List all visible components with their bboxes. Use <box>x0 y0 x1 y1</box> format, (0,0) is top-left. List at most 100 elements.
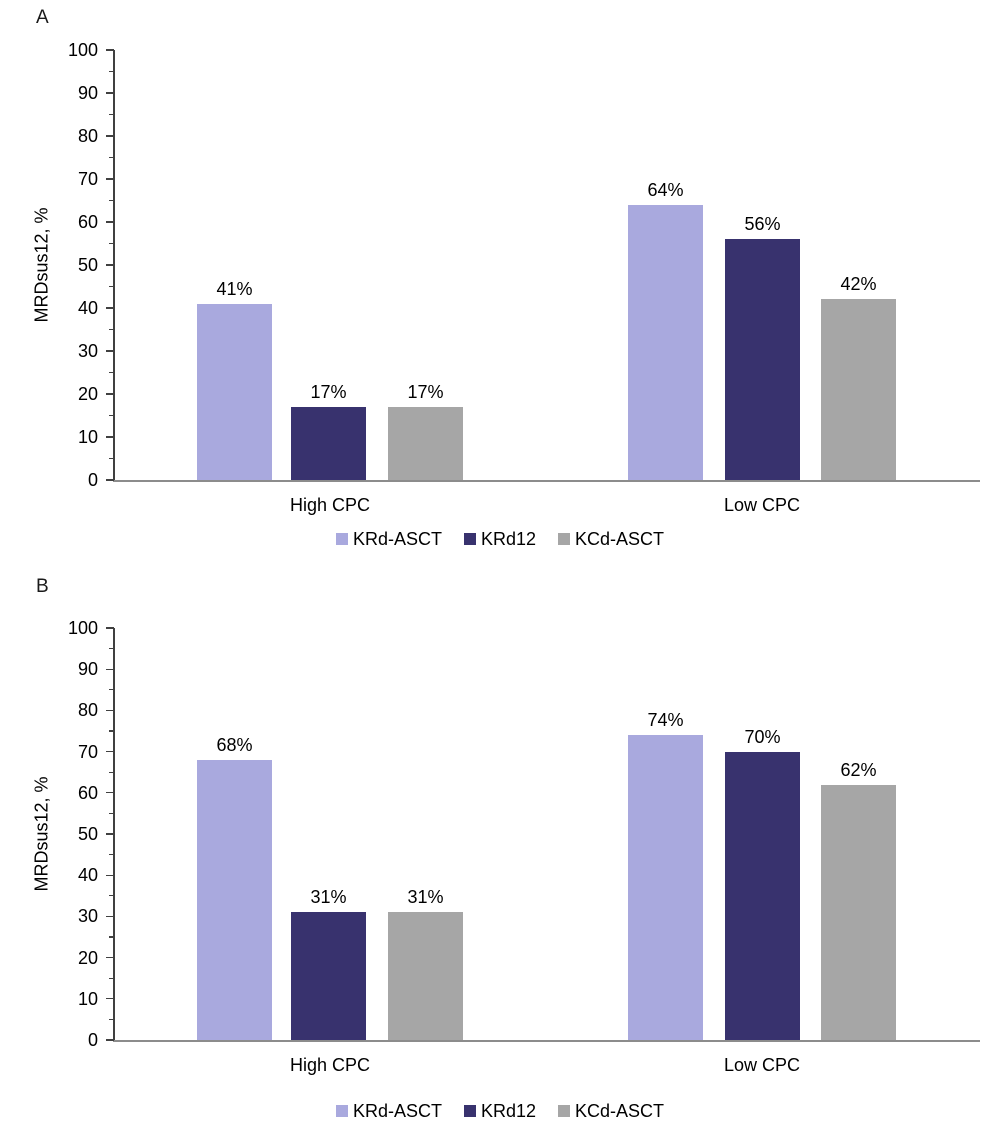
panel-a-y-major-tick <box>105 178 114 180</box>
panel-a-y-tick-label: 70 <box>77 169 98 189</box>
bar-krd-asct-high-cpc-panel-b <box>197 759 272 1040</box>
bar-value-label: 31% <box>407 887 444 908</box>
panel-b-y-minor-tick <box>108 977 114 979</box>
panel-b-y-tick-label: 70 <box>77 741 98 762</box>
legend-swatch-icon <box>335 533 348 545</box>
legend-label: KCd-ASCT <box>575 1101 665 1121</box>
legend-item-krd-asct: KRd-ASCT <box>335 529 442 549</box>
legend-label: KRd12 <box>480 1101 537 1121</box>
panel-a-y-major-tick <box>105 264 114 266</box>
panel-b-y-major-tick <box>105 1039 114 1041</box>
panel-a-y-major-tick <box>105 350 114 352</box>
panel-a-y-major-tick <box>105 307 114 309</box>
bar-krd-asct-low-cpc-panel-b <box>628 735 703 1040</box>
bar-value-label: 31% <box>310 887 347 908</box>
panel-b-y-major-tick <box>105 915 114 918</box>
panel-b-y-tick-label: 90 <box>77 659 98 680</box>
panel-a-y-tick-label: 10 <box>77 427 98 447</box>
panel-a-y-minor-tick <box>108 285 114 288</box>
panel-a-legend: KRd-ASCT KRd12 KCd-ASCT <box>0 529 1000 549</box>
x-category-label-high-cpc-panel-a: High CPC <box>289 495 371 515</box>
panel-b-y-major-tick <box>105 709 114 712</box>
panel-b-x-axis <box>113 1040 980 1042</box>
panel-a-x-axis <box>113 480 980 482</box>
panel-b-y-major-tick <box>105 874 114 876</box>
panel-b-y-tick-label: 40 <box>77 865 98 886</box>
bar-value-label: 42% <box>840 274 877 295</box>
panel-a-y-tick-label: 20 <box>77 384 98 404</box>
panel-a-y-minor-tick <box>108 113 114 116</box>
bar-krd12-high-cpc-panel-a <box>291 406 366 480</box>
bar-kcd-asct-low-cpc-panel-b <box>821 784 896 1040</box>
panel-a-y-tick-label: 0 <box>87 470 98 490</box>
bar-value-label: 68% <box>216 734 253 755</box>
legend-swatch-icon <box>558 533 571 545</box>
panel-b-y-tick-label: 100 <box>67 618 98 638</box>
panel-b-legend: KRd-ASCT KRd12 KCd-ASCT <box>0 1101 1000 1121</box>
panel-b-y-minor-tick <box>108 771 114 773</box>
legend-label: KRd-ASCT <box>352 1101 442 1121</box>
bar-krd-asct-high-cpc-panel-a <box>197 303 272 480</box>
panel-b-y-major-tick <box>105 627 114 629</box>
bar-value-label: 56% <box>744 214 781 235</box>
panel-a-y-major-tick <box>105 436 114 438</box>
legend-label: KCd-ASCT <box>575 529 665 549</box>
panel-a-y-major-tick <box>105 221 114 223</box>
panel-a-y-tick-label: 100 <box>67 40 98 60</box>
panel-b-y-minor-tick <box>108 895 114 897</box>
panel-a-y-major-tick <box>105 92 114 94</box>
legend-label: KRd12 <box>480 529 537 549</box>
panel-b-y-tick-label: 20 <box>77 947 98 968</box>
panel-a-y-minor-tick <box>108 371 114 374</box>
legend-item-kcd-asct: KCd-ASCT <box>558 1101 664 1121</box>
panel-a-y-minor-tick <box>108 242 114 245</box>
panel-b-y-tick-label: 10 <box>77 988 98 1009</box>
panel-b-y-minor-tick <box>108 812 114 815</box>
panel-b-y-tick-label: 30 <box>77 906 98 927</box>
legend-label: KRd-ASCT <box>352 529 442 549</box>
panel-b-y-minor-tick <box>108 936 114 938</box>
panel-b-y-minor-tick <box>108 730 114 732</box>
panel-a-y-tick-label: 60 <box>77 212 98 232</box>
panel-a-y-axis <box>113 50 115 482</box>
panel-a-y-minor-tick <box>108 457 114 460</box>
bar-kcd-asct-high-cpc-panel-b <box>388 912 463 1040</box>
bar-value-label: 64% <box>647 179 684 200</box>
panel-a-y-tick-label: 80 <box>77 126 98 146</box>
x-category-label-low-cpc-panel-b: Low CPC <box>723 1055 801 1075</box>
panel-b-y-minor-tick <box>108 1018 114 1021</box>
bar-value-label: 17% <box>407 381 444 402</box>
bar-value-label: 41% <box>216 278 253 299</box>
bar-value-label: 70% <box>744 726 781 747</box>
panel-b-y-major-tick <box>105 956 114 959</box>
panel-a-y-minor-tick <box>108 414 114 417</box>
legend-swatch-icon <box>335 1105 348 1117</box>
panel-b-y-tick-label: 0 <box>87 1030 98 1050</box>
legend-item-krd12: KRd12 <box>463 1101 537 1121</box>
panel-a-label: A <box>36 7 49 28</box>
panel-b-y-major-tick <box>105 668 114 670</box>
panel-a-y-tick-label: 40 <box>77 298 98 318</box>
bar-value-label: 62% <box>840 759 877 780</box>
bar-kcd-asct-high-cpc-panel-a <box>388 406 463 480</box>
panel-a-y-tick-label: 50 <box>77 255 98 275</box>
bar-value-label: 17% <box>310 381 347 402</box>
panel-a-y-minor-tick <box>108 156 114 159</box>
bar-krd12-high-cpc-panel-b <box>291 912 366 1040</box>
panel-b-y-major-tick <box>105 792 114 794</box>
x-category-label-high-cpc-panel-b: High CPC <box>289 1055 371 1075</box>
bar-kcd-asct-low-cpc-panel-a <box>821 299 896 480</box>
panel-a-y-tick-label: 90 <box>77 83 98 103</box>
legend-swatch-icon <box>463 533 476 545</box>
legend-swatch-icon <box>558 1105 571 1117</box>
panel-a-y-minor-tick <box>108 199 114 202</box>
bar-value-label: 74% <box>647 710 684 731</box>
panel-a-y-major-tick <box>105 135 114 137</box>
bar-krd12-low-cpc-panel-b <box>725 751 800 1040</box>
x-category-label-low-cpc-panel-a: Low CPC <box>723 495 801 515</box>
panel-a-y-minor-tick <box>108 70 114 73</box>
panel-b-y-axis <box>113 628 115 1042</box>
panel-b-y-tick-label: 60 <box>77 782 98 803</box>
panel-b-y-tick-label: 50 <box>77 824 98 844</box>
